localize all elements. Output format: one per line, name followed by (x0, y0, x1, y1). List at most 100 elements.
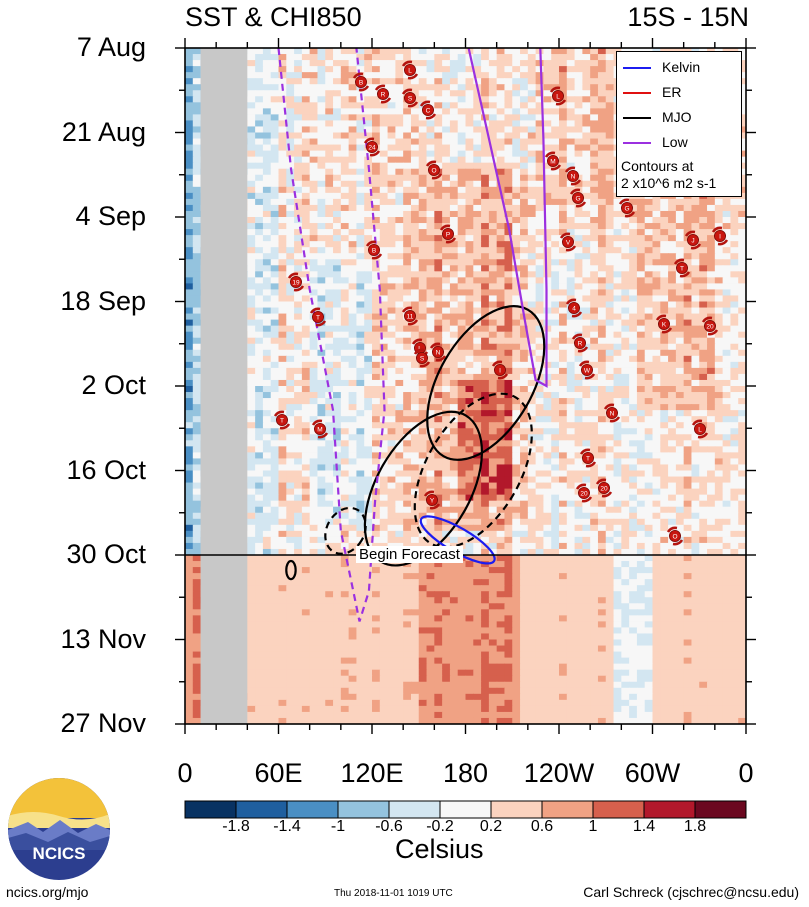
sst-cell (574, 349, 583, 357)
sst-cell (652, 223, 661, 230)
sst-cell (629, 325, 638, 333)
sst-cell (372, 416, 381, 423)
sst-cell (449, 192, 459, 200)
sst-cell (457, 265, 467, 272)
sst-cell (286, 60, 295, 67)
sst-cell (340, 204, 350, 212)
sst-cell (629, 198, 638, 206)
sst-cell (543, 277, 552, 284)
sst-cell (473, 331, 482, 339)
sst-cell (410, 331, 420, 339)
sst-cell (286, 392, 295, 399)
sst-cell (387, 343, 396, 351)
sst-cell (457, 386, 467, 393)
sst-cell (449, 204, 459, 212)
sst-cell (395, 392, 404, 399)
sst-cell (574, 361, 583, 369)
sst-cell (574, 446, 583, 453)
sst-cell (629, 301, 638, 309)
sst-cell (418, 404, 428, 411)
sst-cell (356, 253, 365, 260)
sst-cell (418, 253, 428, 260)
sst-cell (691, 410, 700, 417)
sst-cell (675, 428, 685, 435)
sst-cell (559, 186, 568, 194)
sst-cell (192, 367, 202, 375)
sst-cell (333, 386, 342, 393)
sst-cell (636, 217, 646, 224)
sst-cell (278, 271, 287, 278)
sst-cell (317, 337, 326, 345)
sst-cell (574, 325, 583, 333)
sst-cell (512, 72, 521, 79)
sst-cell (317, 271, 326, 278)
sst-cell (348, 428, 358, 435)
sst-cell (325, 440, 334, 447)
sst-cell (582, 48, 591, 55)
sst-cell (317, 120, 326, 128)
sst-cell (262, 96, 272, 103)
sst-cell (512, 416, 521, 423)
sst-cell (340, 331, 350, 339)
sst-cell (738, 120, 746, 128)
sst-cell (403, 301, 412, 309)
sst-cell (488, 144, 498, 152)
sst-cell (434, 198, 443, 206)
sst-cell (403, 156, 412, 164)
sst-cell (372, 180, 381, 188)
sst-cell (325, 78, 334, 85)
sst-cell (668, 331, 677, 339)
sst-cell (535, 90, 545, 97)
sst-cell (333, 361, 342, 369)
sst-cell (449, 307, 459, 315)
sst-cell (551, 440, 560, 447)
sst-cell (605, 392, 615, 399)
sst-cell (185, 392, 194, 399)
sst-cell (722, 458, 732, 466)
sst-cell (683, 392, 693, 399)
sst-cell (488, 373, 498, 381)
sst-cell (582, 410, 591, 417)
sst-cell (364, 373, 373, 381)
sst-cell (465, 367, 474, 375)
sst-cell (309, 283, 319, 291)
sst-cell (652, 337, 661, 345)
sst-cell (262, 168, 272, 176)
sst-cell (535, 410, 545, 417)
sst-cell (192, 398, 202, 405)
sst-cell (597, 126, 607, 134)
sst-cell (675, 349, 685, 357)
sst-cell (356, 150, 365, 158)
sst-cell (294, 235, 303, 242)
sst-cell (629, 337, 638, 345)
sst-cell (372, 90, 381, 97)
sst-cell (504, 446, 513, 453)
sst-cell (699, 204, 708, 212)
sst-cell (481, 295, 490, 303)
sst-cell (738, 271, 746, 278)
sst-cell (520, 410, 529, 417)
sst-cell (512, 235, 521, 242)
sst-cell (496, 210, 506, 218)
sst-cell (722, 295, 732, 303)
sst-cell (301, 217, 311, 224)
sst-cell (473, 404, 482, 411)
sst-cell (668, 241, 677, 248)
sst-cell (278, 132, 287, 140)
sst-cell (426, 307, 435, 315)
sst-cell (333, 325, 342, 333)
sst-cell (387, 392, 396, 399)
sst-cell (714, 307, 724, 315)
sst-cell (481, 162, 490, 170)
sst-cell (426, 60, 435, 67)
sst-cell (559, 367, 568, 375)
sst-cell (738, 343, 746, 351)
sst-cell (403, 434, 412, 441)
sst-cell (590, 48, 599, 55)
sst-cell (597, 355, 607, 363)
sst-cell (738, 241, 746, 248)
sst-cell (629, 253, 638, 260)
sst-cell (255, 186, 264, 194)
sst-cell (675, 295, 685, 303)
sst-cell (629, 392, 638, 399)
